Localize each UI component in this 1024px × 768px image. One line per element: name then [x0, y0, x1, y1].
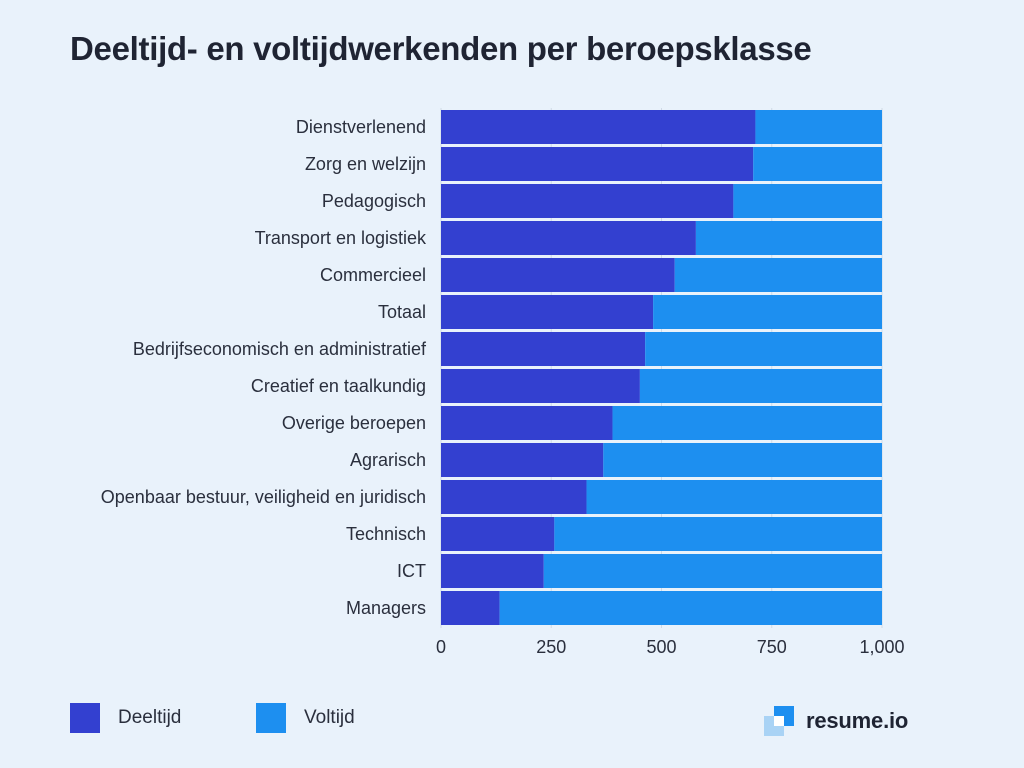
bar-voltijd-7	[639, 369, 882, 403]
bar-voltijd-10	[586, 480, 882, 514]
x-tick-label-3: 750	[757, 637, 787, 657]
bar-voltijd-11	[554, 517, 882, 551]
category-label-7: Creatief en taalkundig	[251, 376, 426, 396]
legend-label-deeltijd: Deeltijd	[118, 707, 182, 728]
bar-voltijd-2	[733, 184, 882, 218]
bar-deeltijd-0	[441, 110, 756, 144]
category-label-1: Zorg en welzijn	[305, 154, 426, 174]
category-label-10: Openbaar bestuur, veiligheid en juridisc…	[101, 487, 426, 507]
legend-swatch-deeltijd	[70, 703, 100, 733]
category-label-3: Transport en logistiek	[255, 228, 427, 248]
bar-voltijd-3	[695, 221, 882, 255]
bar-deeltijd-6	[441, 332, 646, 366]
bar-voltijd-6	[645, 332, 882, 366]
bar-deeltijd-4	[441, 258, 675, 292]
bar-deeltijd-11	[441, 517, 555, 551]
bar-deeltijd-1	[441, 147, 754, 181]
category-label-12: ICT	[397, 561, 426, 581]
bar-deeltijd-13	[441, 591, 500, 625]
category-label-2: Pedagogisch	[322, 191, 426, 211]
x-tick-label-4: 1,000	[859, 637, 904, 657]
bar-deeltijd-12	[441, 554, 544, 588]
brand-logo: resume.io	[764, 706, 908, 736]
x-tick-label-2: 500	[646, 637, 676, 657]
bar-deeltijd-10	[441, 480, 587, 514]
bar-voltijd-0	[755, 110, 882, 144]
category-label-8: Overige beroepen	[282, 413, 426, 433]
category-label-11: Technisch	[346, 524, 426, 544]
brand-name: resume.io	[806, 708, 909, 733]
bar-voltijd-4	[674, 258, 882, 292]
x-tick-label-1: 250	[536, 637, 566, 657]
bar-deeltijd-5	[441, 295, 654, 329]
bar-voltijd-8	[612, 406, 882, 440]
bar-voltijd-12	[543, 554, 882, 588]
category-label-6: Bedrijfseconomisch en administratief	[133, 339, 427, 359]
bar-voltijd-9	[603, 443, 882, 477]
legend-swatch-voltijd	[256, 703, 286, 733]
category-label-4: Commercieel	[320, 265, 426, 285]
legend-item-deeltijd: Deeltijd	[70, 703, 181, 733]
legend-label-voltijd: Voltijd	[304, 707, 355, 728]
stacked-bar-chart: Dienstverlenend Zorg en welzijn Pedagogisc…	[101, 108, 905, 657]
category-label-5: Totaal	[378, 302, 426, 322]
bar-voltijd-1	[753, 147, 882, 181]
bar-deeltijd-9	[441, 443, 604, 477]
bar-voltijd-5	[653, 295, 882, 329]
category-label-0: Dienstverlenend	[296, 117, 426, 137]
chart-title: Deeltijd- en voltijdwerkenden per beroep…	[70, 30, 812, 67]
x-tick-label-0: 0	[436, 637, 446, 657]
bar-voltijd-13	[499, 591, 882, 625]
bar-deeltijd-8	[441, 406, 613, 440]
legend-item-voltijd: Voltijd	[256, 703, 355, 733]
bar-deeltijd-7	[441, 369, 640, 403]
bar-deeltijd-3	[441, 221, 696, 255]
category-label-9: Agrarisch	[350, 450, 426, 470]
category-label-13: Managers	[346, 598, 426, 618]
bar-deeltijd-2	[441, 184, 734, 218]
resume-logo-icon	[764, 706, 794, 736]
